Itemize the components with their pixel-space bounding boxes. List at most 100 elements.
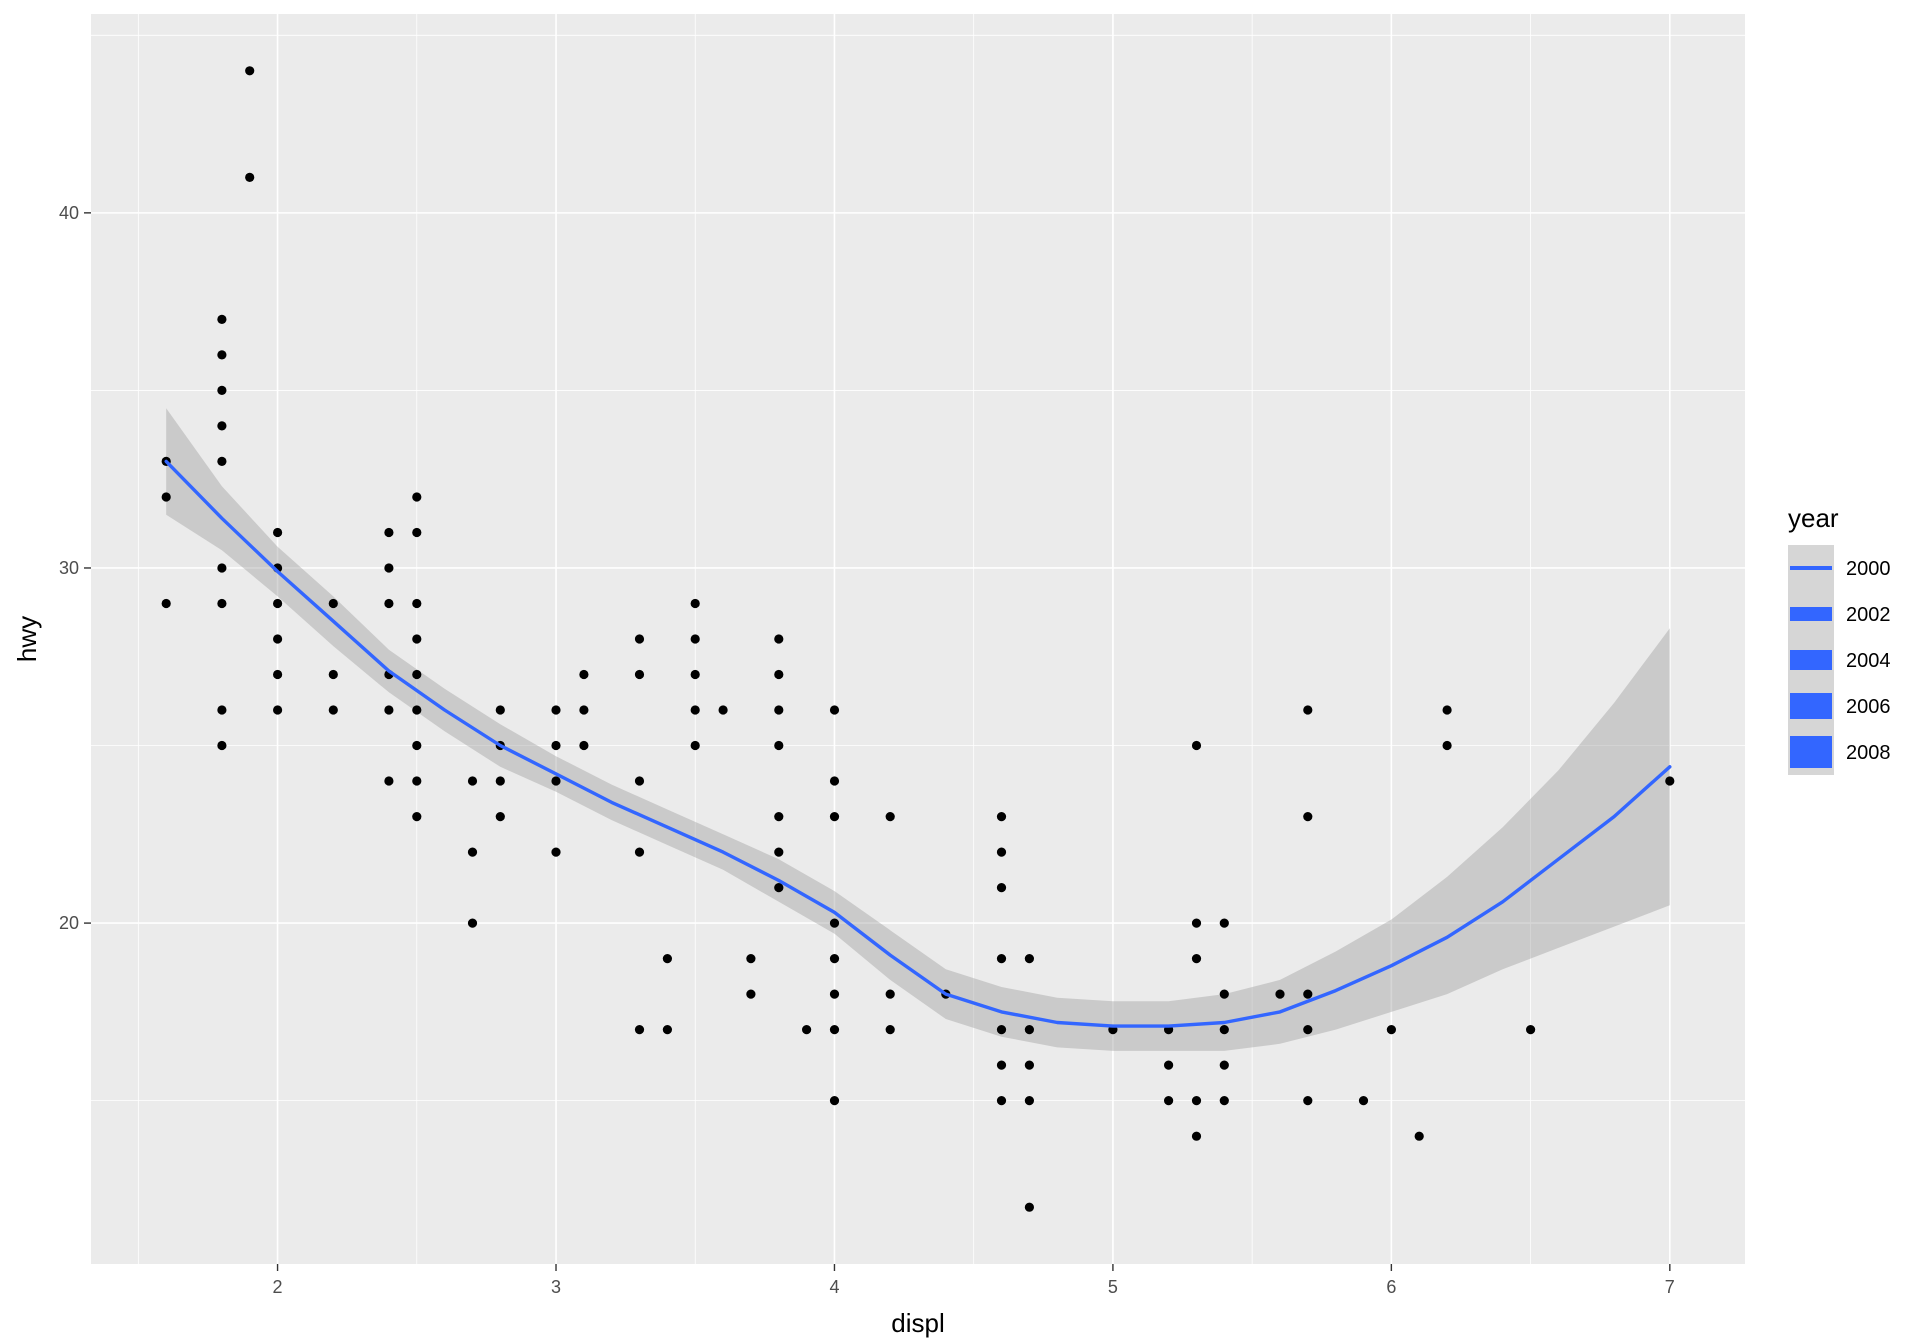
data-point [885,812,895,822]
data-point [1386,1025,1396,1035]
data-point [495,705,505,715]
data-point [1442,740,1452,751]
data-point [217,350,227,360]
data-point [1303,705,1313,715]
data-point [774,812,784,822]
data-point [579,705,589,715]
data-point [634,634,645,644]
data-point [996,1025,1007,1035]
data-point [829,989,840,999]
data-point [412,705,422,715]
x-axis: 2 3 4 5 6 7 [273,1264,1675,1297]
x-axis-title: displ [891,1308,944,1338]
x-tick-label: 7 [1665,1277,1675,1297]
data-point [273,527,283,538]
data-point [384,776,394,786]
legend-key-swatch [1790,607,1832,621]
data-point [1219,1096,1229,1106]
data-point [996,812,1007,822]
data-point [1665,776,1675,786]
data-point [1191,740,1202,751]
data-point [690,598,700,609]
data-point [1442,705,1452,715]
data-point [829,918,840,928]
data-point [412,812,422,822]
data-point [273,669,283,680]
x-tick-label: 4 [829,1277,839,1297]
data-point [1275,989,1285,999]
data-point [217,740,227,751]
data-point [384,705,394,715]
data-point [885,989,895,999]
data-point [217,385,227,395]
y-axis-title: hwy [12,616,42,662]
data-point [718,705,728,715]
data-point [1164,1096,1174,1106]
data-point [829,776,840,786]
legend-keys: 2000 2002 2004 2006 2008 [1788,545,1891,775]
confidence-band [166,408,1670,1051]
data-point [774,740,784,751]
data-point [328,669,338,680]
data-point [551,740,561,751]
data-point [634,669,645,680]
data-point [217,421,227,431]
x-tick-label: 6 [1386,1277,1396,1297]
data-point [551,847,561,857]
data-point [1024,1025,1034,1035]
data-point [996,847,1007,857]
data-point [579,740,589,751]
data-point [1358,1096,1369,1106]
data-point [1526,1025,1536,1035]
data-point [467,776,478,786]
data-point [412,527,422,538]
data-point [774,634,784,644]
data-point [996,883,1007,893]
data-point [384,598,394,609]
legend-title: year [1788,503,1839,533]
data-point [746,989,756,999]
data-point [495,776,505,786]
data-point [634,776,645,786]
y-tick-label: 30 [59,558,79,578]
data-point [634,847,645,857]
data-point [1219,1025,1229,1035]
data-point [690,740,700,751]
legend-label: 2000 [1846,558,1891,580]
data-point [662,954,673,964]
data-point [1024,1060,1034,1070]
smooth-curve [164,459,1672,1028]
data-point [1219,918,1229,928]
data-point [273,598,283,609]
data-point [384,527,394,538]
data-point [412,776,422,786]
data-point [217,598,227,609]
data-point [829,812,840,822]
legend: year 2000 2002 2004 2006 2008 [1788,503,1891,775]
data-point [802,1025,812,1035]
data-point [1024,1202,1034,1212]
data-point [245,172,255,182]
data-point [412,669,422,680]
data-point [1024,1096,1034,1106]
data-point [467,918,478,928]
y-tick-label: 20 [59,913,79,933]
data-point [245,66,255,76]
legend-label: 2008 [1846,742,1891,764]
data-point [1024,954,1034,964]
data-point [551,705,561,715]
data-point [384,563,394,573]
data-point [412,598,422,609]
data-point [774,847,784,857]
legend-key-swatch [1790,736,1832,768]
data-point [1219,989,1229,999]
data-point [1164,1060,1174,1070]
data-point [996,1060,1007,1070]
data-point [774,669,784,680]
data-point [829,1025,840,1035]
data-point [1414,1131,1424,1141]
data-point [1191,954,1202,964]
data-point [690,705,700,715]
scatter-points [161,66,1675,1212]
